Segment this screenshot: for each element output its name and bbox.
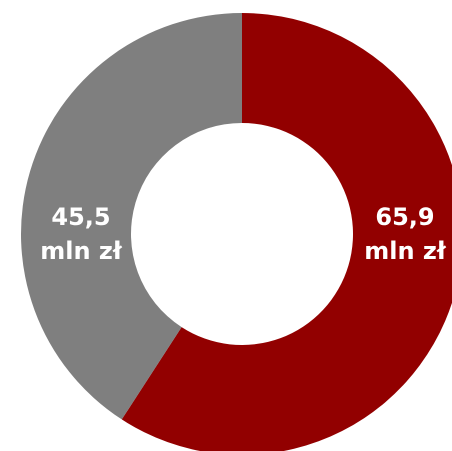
donut-slice-1 xyxy=(121,13,452,451)
donut-labels: 65,9 mln zł 45,5 mln zł xyxy=(40,203,447,265)
donut-slice-2 xyxy=(20,13,242,420)
slice-unit-label-1: mln zł xyxy=(364,237,447,265)
donut-slices xyxy=(20,13,452,451)
slice-value-label-2: 45,5 xyxy=(51,203,110,231)
slice-unit-label-2: mln zł xyxy=(40,237,123,265)
slice-value-label-1: 65,9 xyxy=(375,203,434,231)
